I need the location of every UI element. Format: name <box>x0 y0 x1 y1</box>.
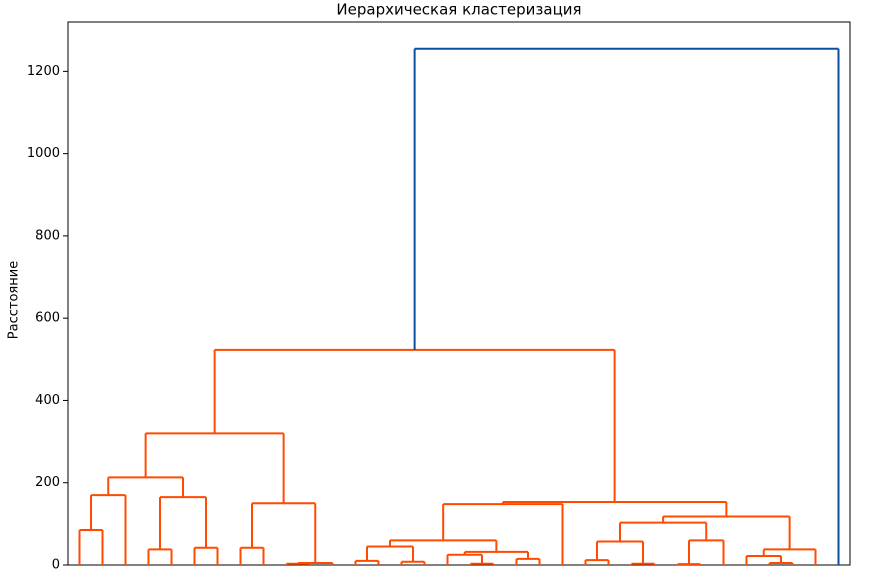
chart-title: Иерархическая кластеризация <box>336 1 581 19</box>
y-tick-label: 600 <box>35 311 60 326</box>
y-tick-label: 800 <box>35 228 60 243</box>
y-tick-label: 200 <box>35 475 60 490</box>
y-tick-label: 1200 <box>27 64 60 79</box>
y-tick-label: 400 <box>35 393 60 408</box>
y-axis-label: Расстояние <box>7 261 22 339</box>
plot-frame <box>67 21 851 566</box>
y-tick-label: 0 <box>52 558 60 573</box>
y-tick-label: 1000 <box>27 146 60 161</box>
